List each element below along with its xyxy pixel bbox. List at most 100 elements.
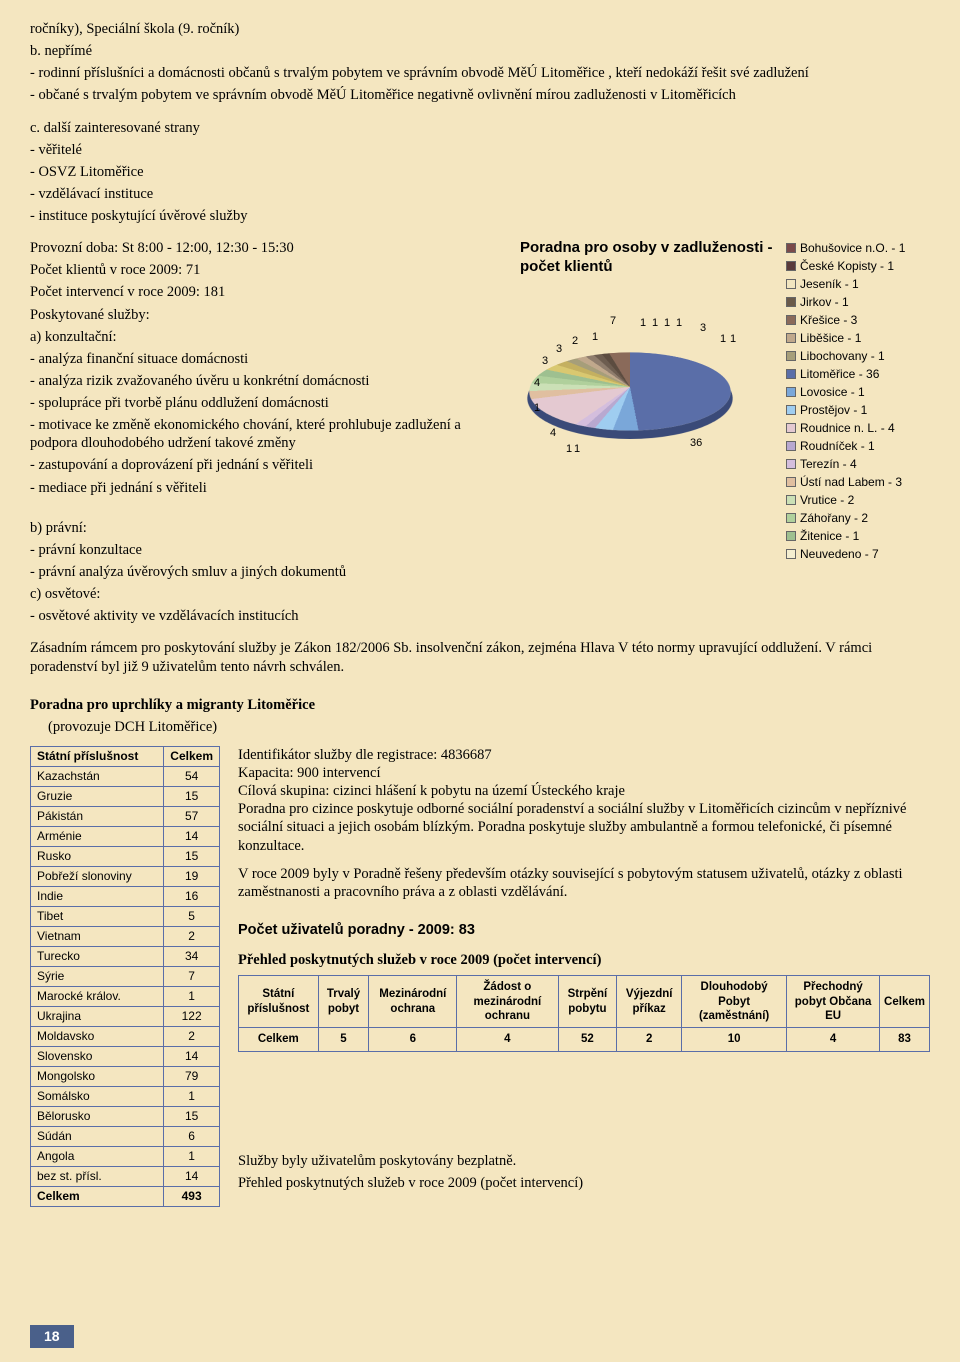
- legend-swatch: [786, 333, 796, 343]
- nat-count: 79: [164, 1066, 220, 1086]
- item: - osvětové aktivity ve vzdělávacích inst…: [30, 607, 930, 625]
- nat-name: Pákistán: [31, 806, 164, 826]
- pie-chart: Poradna pro osoby v zadluženosti - počet…: [520, 239, 780, 585]
- pie-value: 1: [640, 317, 646, 331]
- legend-label: Žitenice - 1: [800, 527, 859, 545]
- legend-item: Roudnice n. L. - 4: [786, 419, 936, 437]
- table-row: Kazachstán54: [31, 766, 220, 786]
- nat-count: 54: [164, 766, 220, 786]
- nat-name: Indie: [31, 886, 164, 906]
- legend-swatch: [786, 495, 796, 505]
- table-row: Vietnam2: [31, 926, 220, 946]
- nationality-table: Státní příslušnost Celkem Kazachstán54Gr…: [30, 746, 220, 1207]
- table-row: Rusko15: [31, 846, 220, 866]
- legend-label: Prostějov - 1: [800, 401, 867, 419]
- nat-count: 14: [164, 1166, 220, 1186]
- nat-count: 1: [164, 1146, 220, 1166]
- pie-value: 1: [652, 317, 658, 331]
- legend-swatch: [786, 549, 796, 559]
- int-header: Výjezdní příkaz: [617, 976, 682, 1028]
- legend-swatch: [786, 387, 796, 397]
- legend-label: Lovosice - 1: [800, 383, 865, 401]
- table-row: Súdán6: [31, 1126, 220, 1146]
- legend-item: Jirkov - 1: [786, 293, 936, 311]
- int-header: Státní příslušnost: [239, 976, 319, 1028]
- legend-label: Terezín - 4: [800, 455, 857, 473]
- legend-label: Neuvedeno - 7: [800, 545, 879, 563]
- legend-label: Roudníček - 1: [800, 437, 875, 455]
- nat-count: 14: [164, 826, 220, 846]
- table-row-total: Celkem493: [31, 1186, 220, 1206]
- legend-item: Jeseník - 1: [786, 275, 936, 293]
- nat-name: Rusko: [31, 846, 164, 866]
- nat-count: 15: [164, 1106, 220, 1126]
- nat-name: Sýrie: [31, 966, 164, 986]
- sect-c-head: c. další zainteresované strany: [30, 119, 930, 137]
- table-row: Pobřeží slonoviny19: [31, 866, 220, 886]
- section-c: c. další zainteresované strany - věřitel…: [30, 119, 930, 230]
- nat-name: Arménie: [31, 826, 164, 846]
- legend-item: Záhořany - 2: [786, 509, 936, 527]
- uprchlici-title: Poradna pro uprchlíky a migranty Litoměř…: [30, 696, 930, 714]
- legend-swatch: [786, 351, 796, 361]
- table-row: Moldavsko2: [31, 1026, 220, 1046]
- legend-item: Litoměřice - 36: [786, 365, 936, 383]
- legend-item: Vrutice - 2: [786, 491, 936, 509]
- item: - zastupování a doprovázení při jednání …: [30, 456, 500, 474]
- subhead-b: b) právní:: [30, 519, 500, 537]
- legend-swatch: [786, 441, 796, 451]
- item: - spolupráce při tvorbě plánu oddlužení …: [30, 394, 500, 412]
- legend-swatch: [786, 369, 796, 379]
- bottom-section: Státní příslušnost Celkem Kazachstán54Gr…: [30, 746, 930, 1207]
- legend-item: Neuvedeno - 7: [786, 545, 936, 563]
- nationality-table-wrap: Státní příslušnost Celkem Kazachstán54Gr…: [30, 746, 220, 1207]
- provozni-line: Počet klientů v roce 2009: 71: [30, 261, 500, 279]
- nat-count: 34: [164, 946, 220, 966]
- nat-name: Pobřeží slonoviny: [31, 866, 164, 886]
- legend-label: Libochovany - 1: [800, 347, 885, 365]
- legend-item: Terezín - 4: [786, 455, 936, 473]
- legend-swatch: [786, 531, 796, 541]
- table-row: Pákistán57: [31, 806, 220, 826]
- pie-value: 4: [534, 377, 540, 391]
- chart-title: Poradna pro osoby v zadluženosti - počet…: [520, 239, 780, 277]
- int-cell: 4: [457, 1028, 558, 1051]
- int-cell: 52: [558, 1028, 617, 1051]
- sect-b-item: - občané s trvalým pobytem ve správním o…: [30, 86, 930, 104]
- table-row: Angola1: [31, 1146, 220, 1166]
- legend-item: Prostějov - 1: [786, 401, 936, 419]
- nat-name: Bělorusko: [31, 1106, 164, 1126]
- table-row: Marocké králov.1: [31, 986, 220, 1006]
- nat-col-header: Státní příslušnost: [31, 746, 164, 766]
- legend-swatch: [786, 477, 796, 487]
- table-row: Tibet5: [31, 906, 220, 926]
- zasadni-text: Zásadním rámcem pro poskytování služby j…: [30, 639, 930, 675]
- nat-name: Somálsko: [31, 1086, 164, 1106]
- nat-count: 19: [164, 866, 220, 886]
- sect-c-item: - instituce poskytující úvěrové služby: [30, 207, 930, 225]
- legend-label: Jeseník - 1: [800, 275, 859, 293]
- nat-count: 5: [164, 906, 220, 926]
- item: - právní konzultace: [30, 541, 500, 559]
- pie-value: 3: [700, 322, 706, 336]
- int-header: Přechodný pobyt Občana EU: [787, 976, 880, 1028]
- legend-swatch: [786, 261, 796, 271]
- provozni-block: Provozní doba: St 8:00 - 12:00, 12:30 - …: [30, 239, 500, 585]
- int-cell: 10: [681, 1028, 786, 1051]
- provozni-and-chart: Provozní doba: St 8:00 - 12:00, 12:30 - …: [30, 239, 930, 585]
- kap: Kapacita: 900 intervencí: [238, 764, 930, 782]
- nat-name: Slovensko: [31, 1046, 164, 1066]
- nat-total: 493: [164, 1186, 220, 1206]
- int-header: Žádost o mezinárodní ochranu: [457, 976, 558, 1028]
- subhead-a: a) konzultační:: [30, 328, 500, 346]
- nat-name: Mongolsko: [31, 1066, 164, 1086]
- pie-value: 1: [664, 317, 670, 331]
- legend-label: Křešice - 3: [800, 311, 857, 329]
- intro-line: ročníky), Speciální škola (9. ročník): [30, 20, 930, 38]
- nat-count: 15: [164, 846, 220, 866]
- legend-label: Bohušovice n.O. - 1: [800, 239, 905, 257]
- pie-value: 4: [550, 427, 556, 441]
- legend-label: Liběšice - 1: [800, 329, 861, 347]
- nat-count: 16: [164, 886, 220, 906]
- int-header: Trvalý pobyt: [318, 976, 369, 1028]
